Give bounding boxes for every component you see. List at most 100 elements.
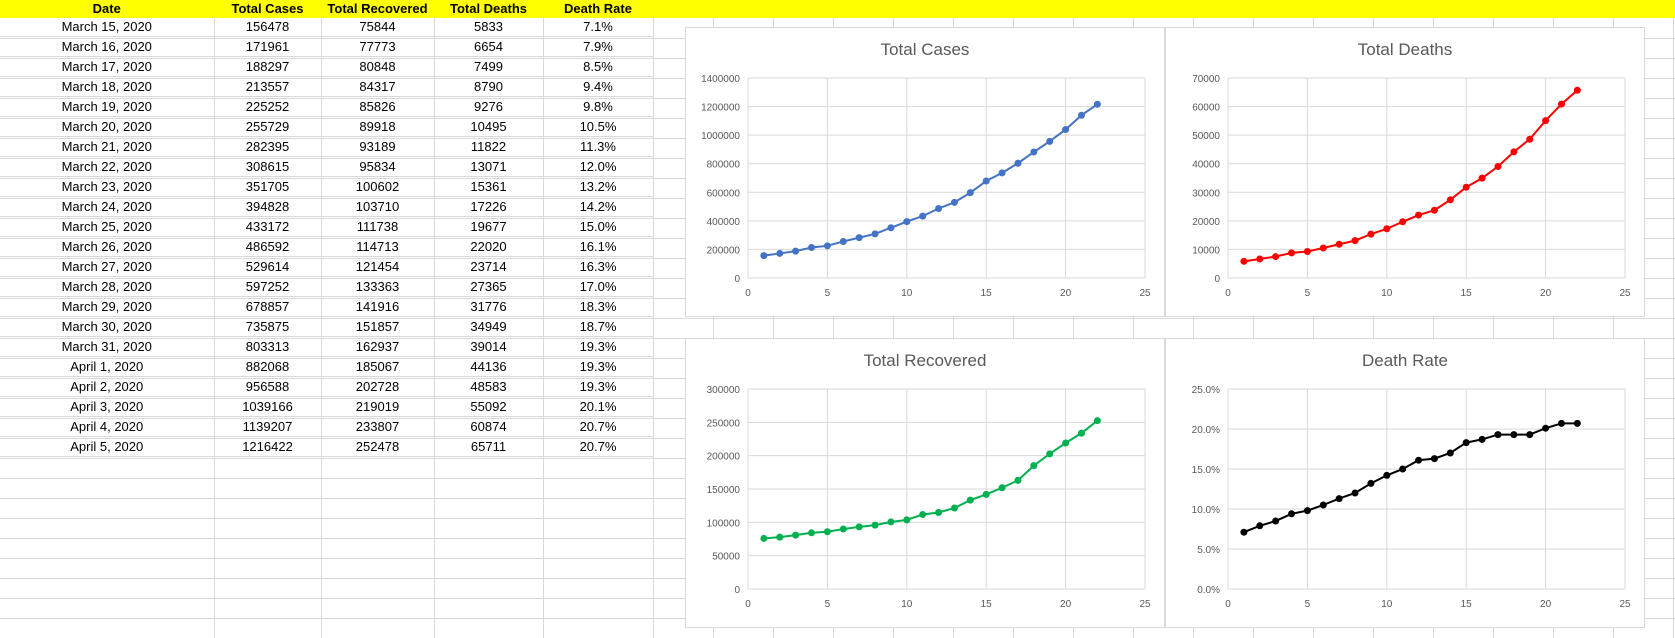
cell-total-recovered[interactable]: 141916 [321,296,435,317]
cell-date[interactable]: March 30, 2020 [0,316,215,337]
cell-death-rate[interactable]: 15.0% [543,216,654,237]
cell-total-cases[interactable]: 308615 [214,156,322,177]
cell-total-deaths[interactable]: 48583 [434,376,544,397]
cell-death-rate[interactable]: 14.2% [543,196,654,217]
cell-date[interactable]: March 23, 2020 [0,176,215,197]
cell-total-deaths[interactable]: 39014 [434,336,544,357]
cell-death-rate[interactable]: 20.7% [543,416,654,437]
cell-date[interactable]: March 29, 2020 [0,296,215,317]
cell-total-cases[interactable]: 597252 [214,276,322,297]
cell-death-rate[interactable]: 18.3% [543,296,654,317]
cell-total-recovered[interactable]: 103710 [321,196,435,217]
cell-date[interactable]: March 20, 2020 [0,116,215,137]
cell-death-rate[interactable]: 13.2% [543,176,654,197]
chart-total-cases[interactable]: Total Cases 0 200000 400000 600000 800000 100… [685,27,1165,317]
cell-total-cases[interactable]: 529614 [214,256,322,277]
cell-total-cases[interactable]: 1039166 [214,396,322,417]
cell-date[interactable]: April 4, 2020 [0,416,215,437]
cell-total-deaths[interactable]: 60874 [434,416,544,437]
cell-total-deaths[interactable]: 10495 [434,116,544,137]
header-cell-death-rate[interactable]: Death Rate [543,0,654,17]
cell-total-deaths[interactable]: 8790 [434,76,544,97]
cell-total-deaths[interactable]: 27365 [434,276,544,297]
cell-date[interactable]: March 25, 2020 [0,216,215,237]
cell-total-recovered[interactable]: 75844 [321,17,435,37]
cell-total-recovered[interactable]: 151857 [321,316,435,337]
cell-total-recovered[interactable]: 114713 [321,236,435,257]
cell-death-rate[interactable]: 20.1% [543,396,654,417]
cell-total-recovered[interactable]: 100602 [321,176,435,197]
cell-death-rate[interactable]: 18.7% [543,316,654,337]
cell-total-recovered[interactable]: 85826 [321,96,435,117]
cell-death-rate[interactable]: 7.9% [543,36,654,57]
cell-total-recovered[interactable]: 252478 [321,436,435,457]
cell-total-cases[interactable]: 1216422 [214,436,322,457]
cell-total-recovered[interactable]: 111738 [321,216,435,237]
cell-total-deaths[interactable]: 22020 [434,236,544,257]
cell-total-recovered[interactable]: 95834 [321,156,435,177]
cell-death-rate[interactable]: 8.5% [543,56,654,77]
cell-total-cases[interactable]: 394828 [214,196,322,217]
cell-total-deaths[interactable]: 31776 [434,296,544,317]
cell-death-rate[interactable]: 19.3% [543,336,654,357]
cell-total-cases[interactable]: 803313 [214,336,322,357]
cell-total-recovered[interactable]: 89918 [321,116,435,137]
cell-date[interactable]: March 26, 2020 [0,236,215,257]
cell-total-recovered[interactable]: 219019 [321,396,435,417]
cell-death-rate[interactable]: 10.5% [543,116,654,137]
cell-total-recovered[interactable]: 133363 [321,276,435,297]
cell-date[interactable]: March 15, 2020 [0,17,215,37]
cell-total-deaths[interactable]: 34949 [434,316,544,337]
cell-total-recovered[interactable]: 121454 [321,256,435,277]
cell-date[interactable]: March 28, 2020 [0,276,215,297]
header-cell-total-cases[interactable]: Total Cases [214,0,322,17]
cell-total-cases[interactable]: 351705 [214,176,322,197]
header-cell-total-recovered[interactable]: Total Recovered [321,0,435,17]
cell-total-cases[interactable]: 213557 [214,76,322,97]
cell-total-cases[interactable]: 882068 [214,356,322,377]
chart-total-recovered[interactable]: Total Recovered 0 50000 100000 150000 200000… [685,338,1165,628]
cell-death-rate[interactable]: 16.3% [543,256,654,277]
chart-death-rate[interactable]: Death Rate 0.0% 5.0% 10.0% 15.0% 20.0% 25.0% 0… [1165,338,1645,628]
cell-total-deaths[interactable]: 44136 [434,356,544,377]
cell-total-cases[interactable]: 1139207 [214,416,322,437]
cell-date[interactable]: March 16, 2020 [0,36,215,57]
cell-total-deaths[interactable]: 7499 [434,56,544,77]
cell-total-cases[interactable]: 255729 [214,116,322,137]
cell-total-deaths[interactable]: 13071 [434,156,544,177]
cell-date[interactable]: April 2, 2020 [0,376,215,397]
cell-date[interactable]: March 24, 2020 [0,196,215,217]
cell-total-cases[interactable]: 156478 [214,17,322,37]
cell-total-recovered[interactable]: 80848 [321,56,435,77]
cell-total-recovered[interactable]: 185067 [321,356,435,377]
cell-death-rate[interactable]: 9.4% [543,76,654,97]
cell-total-deaths[interactable]: 17226 [434,196,544,217]
cell-total-cases[interactable]: 225252 [214,96,322,117]
cell-death-rate[interactable]: 19.3% [543,356,654,377]
header-cell-date[interactable]: Date [0,0,215,17]
cell-date[interactable]: March 27, 2020 [0,256,215,277]
cell-total-recovered[interactable]: 84317 [321,76,435,97]
cell-date[interactable]: April 3, 2020 [0,396,215,417]
cell-total-cases[interactable]: 188297 [214,56,322,77]
cell-date[interactable]: March 22, 2020 [0,156,215,177]
cell-death-rate[interactable]: 20.7% [543,436,654,457]
cell-total-deaths[interactable]: 9276 [434,96,544,117]
cell-total-cases[interactable]: 956588 [214,376,322,397]
cell-total-deaths[interactable]: 19677 [434,216,544,237]
cell-total-cases[interactable]: 433172 [214,216,322,237]
cell-date[interactable]: March 31, 2020 [0,336,215,357]
cell-total-deaths[interactable]: 5833 [434,17,544,37]
header-cell-total-deaths[interactable]: Total Deaths [434,0,544,17]
cell-date[interactable]: April 5, 2020 [0,436,215,457]
chart-total-deaths[interactable]: Total Deaths 0 10000 20000 30000 40000 50000 6… [1165,27,1645,317]
cell-total-cases[interactable]: 171961 [214,36,322,57]
cell-date[interactable]: March 21, 2020 [0,136,215,157]
cell-total-cases[interactable]: 735875 [214,316,322,337]
cell-death-rate[interactable]: 9.8% [543,96,654,117]
cell-total-deaths[interactable]: 11822 [434,136,544,157]
cell-death-rate[interactable]: 17.0% [543,276,654,297]
cell-total-recovered[interactable]: 77773 [321,36,435,57]
cell-total-cases[interactable]: 486592 [214,236,322,257]
cell-total-deaths[interactable]: 55092 [434,396,544,417]
